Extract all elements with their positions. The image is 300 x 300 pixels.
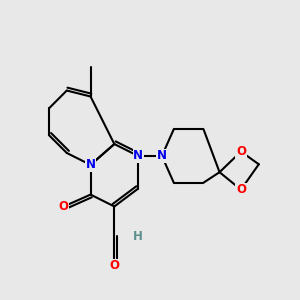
Text: N: N <box>133 149 143 162</box>
Text: N: N <box>157 149 167 162</box>
Text: O: O <box>236 183 246 196</box>
Text: H: H <box>133 230 143 243</box>
Text: O: O <box>59 200 69 213</box>
Text: O: O <box>236 145 246 158</box>
Text: O: O <box>109 260 119 272</box>
Text: N: N <box>85 158 96 171</box>
